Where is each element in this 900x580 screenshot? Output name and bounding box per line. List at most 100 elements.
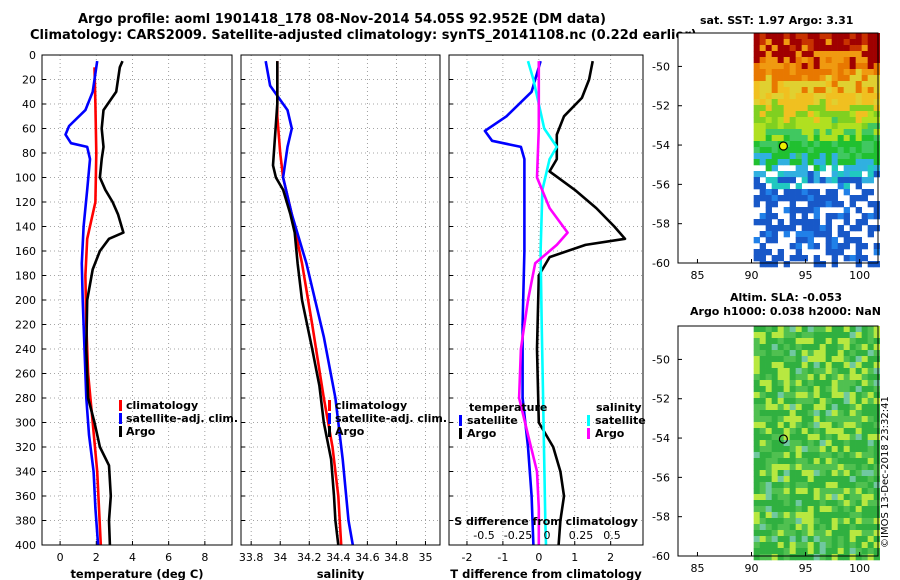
sla-map-cell: [813, 530, 820, 537]
sla-map-cell: [843, 464, 850, 471]
sla-map-cell: [765, 494, 772, 501]
sla-map-cell: [771, 362, 778, 369]
sla-map-cell: [813, 326, 820, 333]
sla-map-cell: [831, 416, 838, 423]
sst-map-cell: [837, 75, 844, 82]
sst-map-cell: [789, 123, 796, 130]
sst-map-cell: [789, 195, 796, 202]
sst-map-cell: [771, 39, 778, 46]
sla-map-cell: [807, 440, 814, 447]
sla-map-cell: [795, 494, 802, 501]
sla-map-cell: [819, 344, 826, 351]
sst-map-cell: [861, 51, 868, 58]
sla-map-cell: [759, 476, 766, 483]
sla-map-cell: [789, 500, 796, 507]
sst-map-cell: [765, 81, 772, 88]
sst-map-cell: [813, 75, 820, 82]
sst-map-cell: [819, 165, 826, 172]
sla-map-cell: [867, 410, 874, 417]
tdiff-legend-label: temperature: [469, 401, 547, 414]
sla-map-cell: [867, 536, 874, 543]
sla-map-cell: [837, 446, 844, 453]
salinity-legend-label: Argo: [335, 425, 365, 438]
sla-map-cell: [801, 416, 808, 423]
sst-map-cell: [759, 159, 766, 166]
sla-map-cell: [765, 380, 772, 387]
sla-map-cell: [867, 530, 874, 537]
sla-map-cell: [777, 326, 784, 333]
sla-map-cell: [789, 512, 796, 519]
sst-map-cell: [825, 33, 832, 40]
sla-map-cell: [759, 512, 766, 519]
sst-map-cell: [855, 153, 862, 160]
sla-map-cell: [819, 332, 826, 339]
sst-map-cell: [801, 57, 808, 64]
sla-map-cell: [813, 518, 820, 525]
sla-map-cell: [831, 548, 838, 555]
sla-map-cell: [831, 530, 838, 537]
sla-map-cell: [819, 416, 826, 423]
sst-map-cell: [855, 39, 862, 46]
sla-map-cell: [771, 518, 778, 525]
sla-map-cell: [765, 362, 772, 369]
sla-map-cell: [783, 332, 790, 339]
sst-map-cell: [861, 195, 868, 202]
sla-map-cell: [849, 464, 856, 471]
sla-lat-label: -60: [652, 550, 670, 563]
sst-map-cell: [759, 213, 766, 220]
sst-map-cell: [819, 33, 826, 40]
sla-map-cell: [825, 428, 832, 435]
sla-map-cell: [849, 374, 856, 381]
sst-map-cell: [813, 207, 820, 214]
sst-map-cell: [819, 99, 826, 106]
sst-map-cell: [807, 219, 814, 226]
sst-map-cell: [777, 159, 784, 166]
sla-map-cell: [801, 362, 808, 369]
sst-map-cell: [801, 207, 808, 214]
sla-map-cell: [777, 416, 784, 423]
sst-map-cell: [831, 147, 838, 154]
sla-map-cell: [837, 428, 844, 435]
sst-map-cell: [813, 51, 820, 58]
sst-map-cell: [753, 147, 760, 154]
sst-map-cell: [855, 135, 862, 142]
sla-map-cell: [819, 356, 826, 363]
sla-map-cell: [813, 500, 820, 507]
sst-map-cell: [873, 201, 880, 208]
sla-map-cell: [819, 386, 826, 393]
sla-map-cell: [819, 374, 826, 381]
sla-map-cell: [801, 332, 808, 339]
sla-map-cell: [753, 488, 760, 495]
sla-map-cell: [861, 410, 868, 417]
sla-map-cell: [837, 494, 844, 501]
sst-map-cell: [765, 207, 772, 214]
sla-map-cell: [825, 476, 832, 483]
sla-map-cell: [807, 428, 814, 435]
sst-map-cell: [813, 165, 820, 172]
sla-map-cell: [831, 536, 838, 543]
sst-map-cell: [759, 105, 766, 112]
sla-map-cell: [861, 548, 868, 555]
sst-map-cell: [813, 93, 820, 100]
sst-map-cell: [777, 195, 784, 202]
sla-lon-label: 100: [849, 562, 870, 575]
sla-map-cell: [867, 458, 874, 465]
sst-map-cell: [837, 243, 844, 250]
sst-map-cell: [789, 225, 796, 232]
sla-map-cell: [807, 476, 814, 483]
temperature-plot-bg: [42, 55, 232, 545]
sst-map-cell: [825, 75, 832, 82]
sla-map-cell: [789, 482, 796, 489]
salinity-series-argo: [271, 61, 340, 546]
sst-map-cell: [837, 39, 844, 46]
sst-map-cell: [861, 129, 868, 136]
sla-map-cell: [873, 356, 880, 363]
sst-map-cell: [861, 45, 868, 52]
sla-map-cell: [843, 404, 850, 411]
sla-map-cell: [753, 548, 760, 555]
sla-map-cell: [807, 470, 814, 477]
sla-map-cell: [861, 386, 868, 393]
sla-map-cell: [861, 464, 868, 471]
sst-map-cell: [789, 39, 796, 46]
sla-map-cell: [789, 362, 796, 369]
